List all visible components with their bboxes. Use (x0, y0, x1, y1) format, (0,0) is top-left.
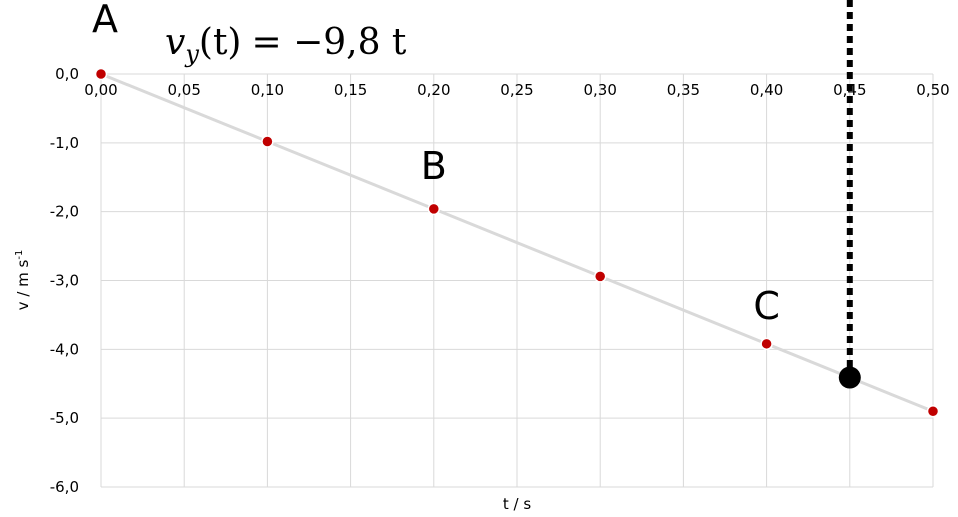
x-tick-label: 0,15 (334, 81, 367, 99)
y-tick-label: -5,0 (50, 409, 79, 427)
data-point (94, 67, 108, 81)
x-tick-labels: 0,00 0,05 0,10 0,15 0,20 0,25 0,30 0,35 0,40 0,45… (84, 81, 949, 99)
data-point (593, 270, 607, 283)
y-tick-label: -6,0 (50, 478, 79, 496)
equation-argument: (t) (199, 22, 242, 63)
x-tick-label: 0,10 (251, 81, 284, 99)
x-axis-title: t / s (503, 495, 531, 513)
series-line (100, 72, 934, 413)
equation: vy(t) = −9,8 t (165, 22, 407, 68)
y-tick-label: -4,0 (50, 340, 79, 358)
x-tick-label: 0,25 (500, 81, 533, 99)
x-tick-label: 0,05 (167, 81, 200, 99)
equation-subscript: y (184, 40, 199, 68)
equation-variable: v (165, 22, 185, 63)
y-tick-label: 0,0 (55, 65, 79, 83)
trend-line-layer (100, 72, 934, 413)
vertical-marker-layer (838, 0, 861, 389)
y-axis-title-superscript: -1 (14, 250, 25, 260)
x-tick-label: 0,35 (667, 81, 700, 99)
x-tick-label: 0,20 (417, 81, 450, 99)
point-label-b: B (421, 144, 447, 188)
data-point (760, 337, 773, 351)
equation-rhs: = −9,8 t (251, 22, 406, 63)
grid (100, 73, 934, 488)
x-tick-label: 0,50 (916, 81, 949, 99)
y-tick-label: -1,0 (50, 134, 79, 152)
x-tick-label: 0,45 (833, 81, 866, 99)
y-axis-title-main: v / m s (14, 259, 32, 310)
point-label-a: A (92, 0, 118, 41)
data-point (261, 135, 274, 148)
y-axis-title: v / m s-1 (14, 250, 32, 311)
data-point (926, 405, 940, 418)
data-point (427, 202, 441, 216)
y-tick-label: -3,0 (50, 272, 79, 290)
point-labels: A B C (92, 0, 780, 328)
x-tick-label: 0,00 (84, 81, 117, 99)
point-label-c: C (753, 284, 780, 328)
highlight-point (838, 366, 861, 389)
y-tick-label: -2,0 (50, 203, 79, 221)
x-tick-label: 0,40 (750, 81, 783, 99)
x-tick-label: 0,30 (583, 81, 616, 99)
y-tick-labels: 0,0 -1,0 -2,0 -3,0 -4,0 -5,0 -6,0 (50, 65, 79, 496)
data-points (94, 67, 940, 418)
